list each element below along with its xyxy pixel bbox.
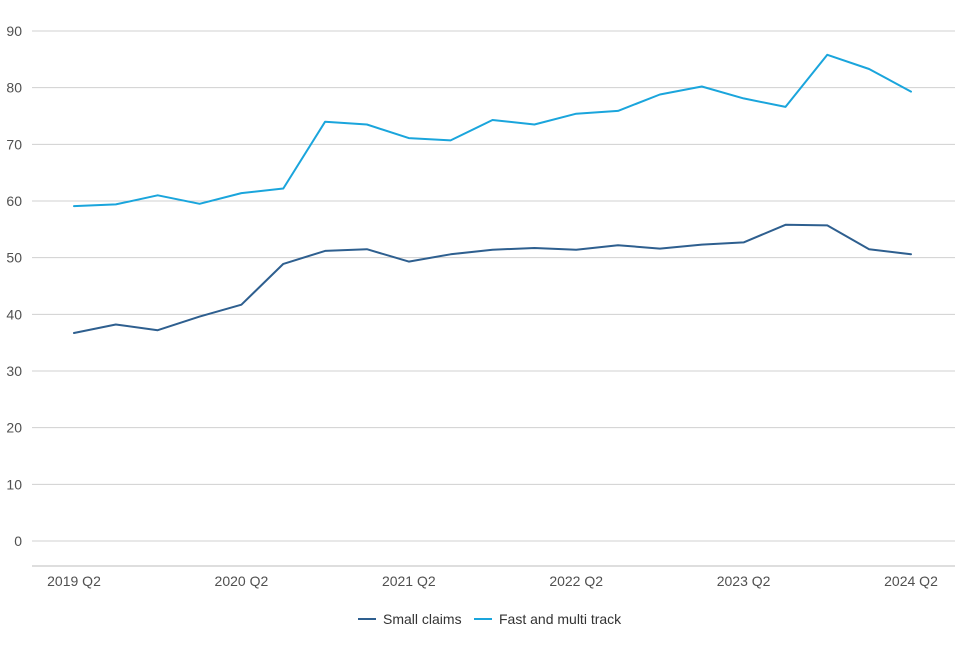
y-tick-label: 60 — [6, 193, 22, 209]
x-tick-label: 2020 Q2 — [215, 573, 269, 589]
legend: Small claims Fast and multi track — [358, 611, 622, 627]
x-tick-label: 2019 Q2 — [47, 573, 101, 589]
y-tick-label: 80 — [6, 80, 22, 96]
y-tick-label: 90 — [6, 23, 22, 39]
series-line-small-claims — [73, 223, 912, 334]
x-axis-ticks: 2019 Q2 2020 Q2 2021 Q2 2022 Q2 2023 Q2 2024 … — [47, 573, 938, 589]
gridlines — [32, 30, 955, 542]
x-tick-label: 2021 Q2 — [382, 573, 436, 589]
y-tick-label: 50 — [6, 250, 22, 266]
legend-label-small-claims: Small claims — [383, 611, 462, 627]
y-tick-label: 30 — [6, 363, 22, 379]
x-tick-label: 2024 Q2 — [884, 573, 938, 589]
x-tick-label: 2023 Q2 — [717, 573, 771, 589]
series-lines — [73, 53, 912, 334]
y-tick-label: 10 — [6, 476, 22, 492]
y-axis-ticks: 0 10 20 30 40 50 60 70 80 90 — [6, 23, 22, 549]
y-tick-label: 40 — [6, 306, 22, 322]
y-tick-label: 0 — [14, 533, 22, 549]
series-line-fast-and-multi-track — [73, 53, 912, 208]
y-tick-label: 20 — [6, 420, 22, 436]
x-tick-label: 2022 Q2 — [549, 573, 603, 589]
legend-label-fast-and-multi-track: Fast and multi track — [499, 611, 622, 627]
y-tick-label: 70 — [6, 136, 22, 152]
